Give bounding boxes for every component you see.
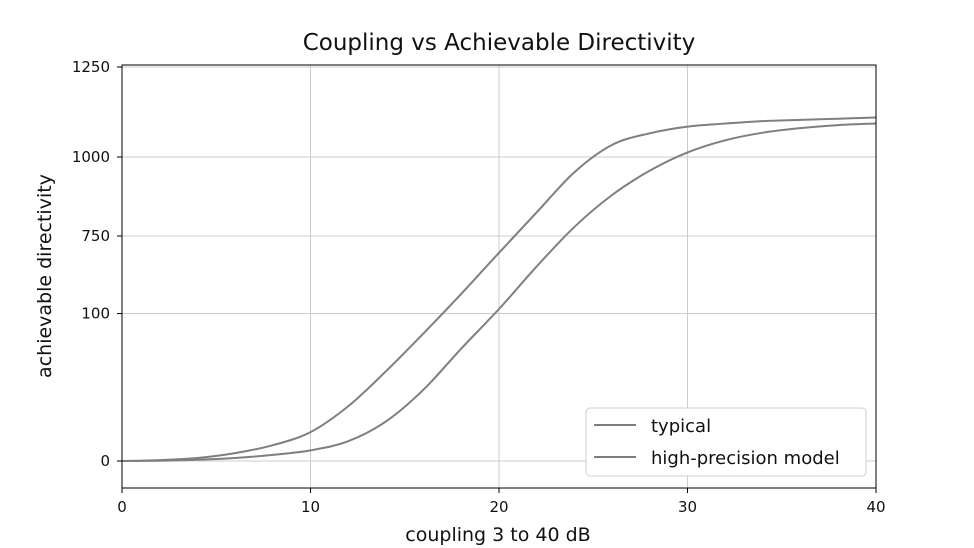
y-axis-title: achievable directivity [34,174,56,378]
y-axis: 0 100 750 1000 1250 [72,58,122,470]
grid [122,65,876,488]
x-axis-title: coupling 3 to 40 dB [405,524,590,546]
x-tick-label: 30 [678,498,697,516]
y-tick-label: 1250 [72,58,110,76]
series-lines [121,116,877,462]
y-tick-label: 0 [100,452,110,470]
series-line-high-precision-model [121,122,877,462]
legend-label-high-precision: high-precision model [651,448,840,469]
series-line-typical [121,116,877,462]
y-tick-label: 100 [81,305,110,323]
x-tick-label: 0 [117,498,127,516]
legend-box [585,407,867,477]
legend-label-typical: typical [651,416,711,437]
x-tick-label: 20 [489,498,508,516]
y-tick-label: 1000 [72,148,110,166]
x-tick-label: 10 [301,498,320,516]
chart-title: Coupling vs Achievable Directivity [303,30,696,56]
x-tick-label: 40 [866,498,885,516]
legend: typical high-precision model [585,407,867,477]
y-tick-label: 750 [81,227,110,245]
x-axis: 0 10 20 30 40 [117,488,886,516]
